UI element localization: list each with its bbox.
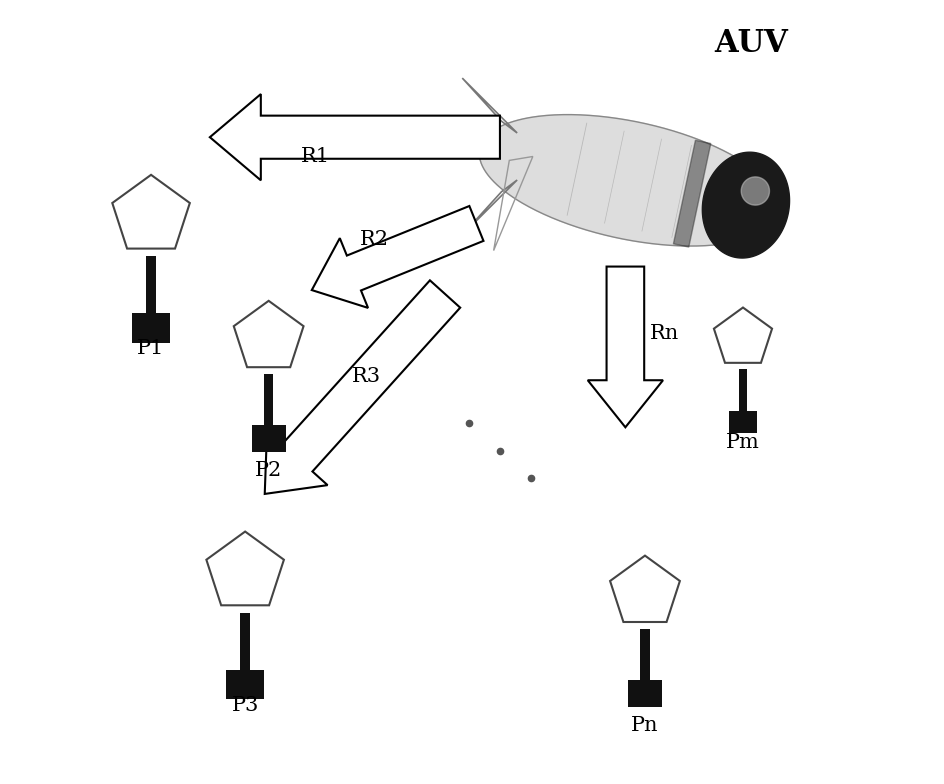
Bar <box>738 368 746 411</box>
Text: P2: P2 <box>255 461 282 480</box>
Text: R2: R2 <box>360 230 389 249</box>
Text: P1: P1 <box>137 339 164 358</box>
Bar <box>251 425 285 452</box>
Polygon shape <box>479 114 779 246</box>
Bar <box>145 256 156 313</box>
Text: P3: P3 <box>231 696 259 715</box>
Text: AUV: AUV <box>713 27 787 59</box>
Polygon shape <box>312 206 483 308</box>
Text: R3: R3 <box>352 367 380 386</box>
Polygon shape <box>673 140 710 247</box>
Polygon shape <box>701 152 789 258</box>
Bar <box>240 613 250 670</box>
Text: Pm: Pm <box>725 434 759 452</box>
Bar <box>728 411 756 434</box>
Bar <box>640 629 649 680</box>
Text: R1: R1 <box>301 147 329 166</box>
Bar <box>132 313 170 343</box>
Text: Pn: Pn <box>631 716 658 735</box>
Polygon shape <box>210 94 499 180</box>
Polygon shape <box>740 177 768 205</box>
Bar <box>628 680 661 706</box>
Polygon shape <box>264 281 460 494</box>
Bar <box>263 374 273 425</box>
Bar <box>226 670 263 699</box>
Polygon shape <box>587 267 663 427</box>
Text: Rn: Rn <box>649 324 679 343</box>
